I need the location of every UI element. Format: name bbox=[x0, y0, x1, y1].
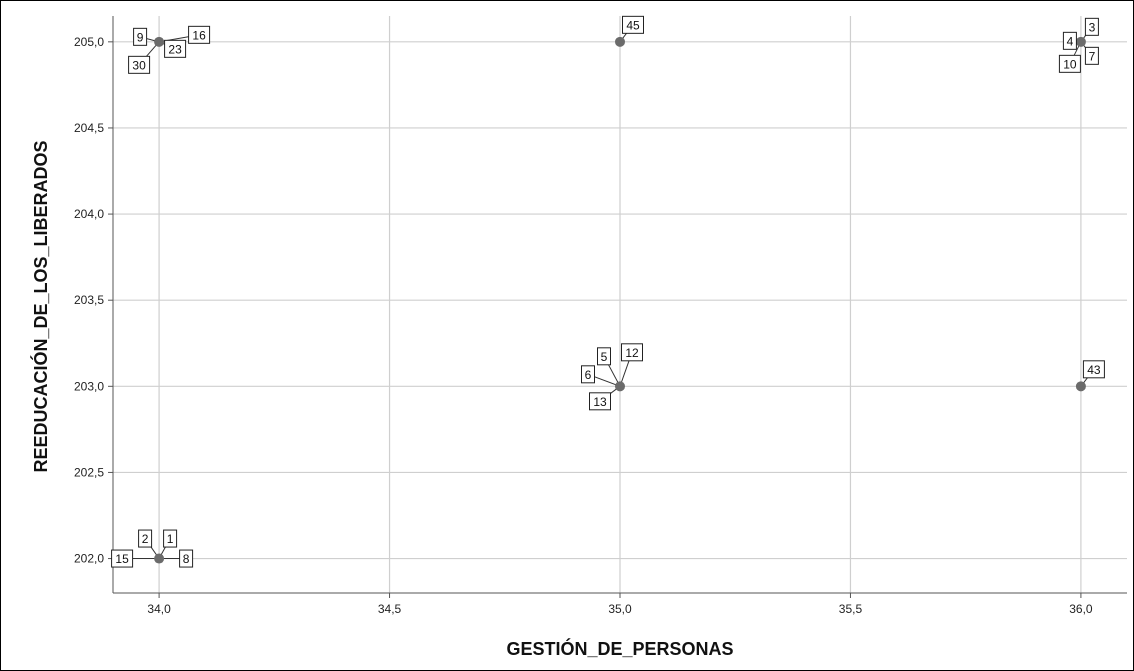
point-label-box bbox=[179, 549, 194, 568]
point-label: 4 bbox=[1062, 31, 1077, 50]
point-label-box bbox=[133, 27, 148, 46]
point-label-text: 4 bbox=[1067, 34, 1074, 48]
data-point bbox=[615, 36, 625, 47]
x-tick-label: 34,0 bbox=[147, 602, 171, 616]
x-axis-title: GESTIÓN_DE_PERSONAS bbox=[506, 638, 733, 659]
data-point bbox=[1075, 381, 1086, 392]
point-label-box bbox=[1062, 31, 1077, 50]
point-label-text: 7 bbox=[1089, 49, 1096, 63]
point-label-text: 16 bbox=[192, 28, 206, 42]
point-label-text: 10 bbox=[1063, 57, 1077, 71]
point-label-box bbox=[164, 39, 187, 58]
point-label: 13 bbox=[589, 392, 611, 411]
point-label-box bbox=[163, 529, 178, 548]
data-point bbox=[615, 381, 625, 392]
grid-layer bbox=[113, 16, 1127, 593]
point-label-text: 23 bbox=[168, 42, 182, 56]
point-label-text: 5 bbox=[601, 350, 608, 364]
point-label-box bbox=[597, 347, 611, 366]
point-label: 7 bbox=[1084, 46, 1099, 65]
point-label: 45 bbox=[622, 15, 644, 34]
point-label: 5 bbox=[597, 347, 611, 366]
data-point bbox=[154, 36, 165, 47]
point-label: 12 bbox=[621, 343, 643, 362]
point-label: 3 bbox=[1084, 17, 1099, 36]
point-label-box bbox=[128, 55, 151, 74]
point-label-box bbox=[581, 365, 595, 384]
y-tick-label: 203,0 bbox=[74, 379, 104, 393]
y-tick-label: 202,0 bbox=[74, 552, 104, 566]
y-axis-title: REEDUCACIÓN_DE_LOS_LIBERADOS bbox=[30, 140, 51, 472]
point-label-text: 8 bbox=[183, 552, 190, 566]
y-tick-label: 205,0 bbox=[74, 35, 104, 49]
point-label: 16 bbox=[188, 25, 211, 44]
point-label-box bbox=[188, 25, 211, 44]
point-layer bbox=[154, 36, 1086, 564]
point-label: 23 bbox=[164, 39, 187, 58]
point-label-text: 3 bbox=[1089, 20, 1096, 34]
y-tick-label: 203,5 bbox=[74, 293, 104, 307]
point-label-text: 43 bbox=[1087, 363, 1101, 377]
point-label-box bbox=[138, 529, 153, 548]
point-label-box bbox=[1084, 46, 1099, 65]
point-label-text: 9 bbox=[137, 30, 144, 44]
point-label: 10 bbox=[1058, 54, 1081, 73]
x-tick-label: 36,0 bbox=[1069, 602, 1093, 616]
point-label-text: 30 bbox=[132, 58, 146, 72]
x-tick-label: 35,5 bbox=[839, 602, 863, 616]
point-label: 6 bbox=[581, 365, 595, 384]
point-label-text: 1 bbox=[167, 532, 174, 546]
point-label-text: 13 bbox=[593, 395, 607, 409]
axis-layer: 34,0 34,5 35,0 35,5 36,0 202,0 202,5 203,0 203,5… bbox=[74, 16, 1127, 616]
point-label-box bbox=[1084, 17, 1099, 36]
y-tick-label: 202,5 bbox=[74, 465, 104, 479]
x-tick-label: 35,0 bbox=[608, 602, 632, 616]
point-label-box bbox=[111, 549, 134, 568]
point-label: 1 bbox=[163, 529, 178, 548]
point-label: 8 bbox=[179, 549, 194, 568]
point-label: 15 bbox=[111, 549, 134, 568]
y-tick-label: 204,0 bbox=[74, 207, 104, 221]
leader-layer bbox=[122, 24, 1095, 560]
point-label: 2 bbox=[138, 529, 153, 548]
point-label-text: 2 bbox=[142, 532, 149, 546]
point-label-box bbox=[621, 343, 643, 362]
point-label-text: 6 bbox=[585, 368, 592, 382]
point-label-box bbox=[1058, 54, 1081, 73]
y-tick-label: 204,5 bbox=[74, 121, 104, 135]
point-label: 30 bbox=[128, 55, 151, 74]
point-label-box bbox=[622, 15, 644, 34]
x-tick-label: 34,5 bbox=[378, 602, 402, 616]
point-label-box bbox=[1082, 360, 1105, 379]
point-label-text: 45 bbox=[626, 18, 640, 32]
data-point bbox=[154, 553, 165, 564]
point-label: 9 bbox=[133, 27, 148, 46]
point-label-text: 12 bbox=[625, 346, 639, 360]
point-label: 43 bbox=[1082, 360, 1105, 379]
point-label-text: 15 bbox=[115, 552, 129, 566]
data-point bbox=[1075, 36, 1086, 47]
point-label-box bbox=[589, 392, 611, 411]
label-layer: 9 16 23 30 45 3 4 7 10 5 12 613 43 2 1 15 8 bbox=[111, 15, 1105, 568]
